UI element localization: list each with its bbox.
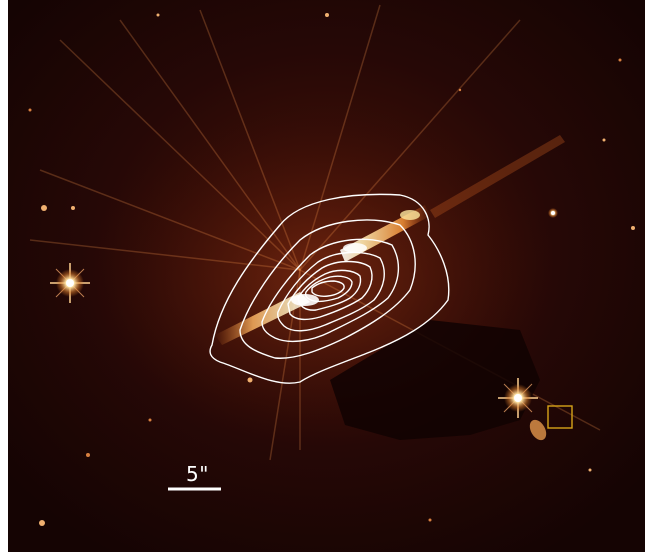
- scale-bar-label: 5": [186, 462, 209, 486]
- field-stars: [28, 13, 635, 526]
- bipolar-jets: [215, 135, 565, 345]
- bright-star-right: [498, 378, 538, 418]
- contour-lines: [209, 193, 450, 384]
- right-margin: [645, 0, 653, 552]
- left-margin: [0, 0, 8, 552]
- marker-box: [547, 405, 573, 429]
- bright-star-left: [50, 263, 90, 303]
- masked-region: [330, 320, 540, 440]
